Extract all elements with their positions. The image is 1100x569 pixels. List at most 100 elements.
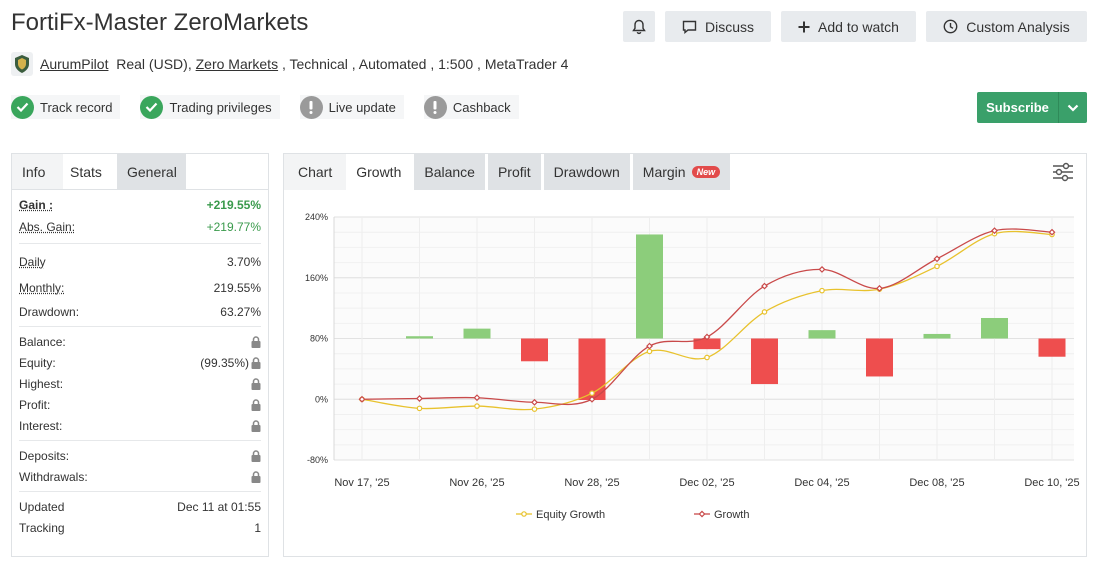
system-meta: AurumPilot Real (USD), Zero Markets , Te… xyxy=(11,52,568,76)
author-link[interactable]: AurumPilot xyxy=(40,56,109,72)
data-point xyxy=(473,394,481,402)
stat-row-abs-gain: Abs. Gain: +219.77% xyxy=(19,215,261,239)
tab-general[interactable]: General xyxy=(117,154,186,189)
bar xyxy=(808,330,836,339)
chevron-down-icon[interactable] xyxy=(1059,92,1087,123)
bar xyxy=(1038,338,1066,357)
live-update-badge: Live update xyxy=(299,95,404,119)
stat-row-tracking: Tracking 1 xyxy=(19,517,261,538)
stat-label[interactable]: Abs. Gain: xyxy=(19,220,76,234)
stat-value: (99.35%) xyxy=(200,355,249,370)
x-tick-label: Dec 08, '25 xyxy=(909,477,964,489)
discuss-label: Discuss xyxy=(704,18,754,35)
stat-row-drawdown: Drawdown: 63.27% xyxy=(19,301,261,322)
x-tick-label: Dec 02, '25 xyxy=(679,477,734,489)
y-tick-label: 240% xyxy=(305,212,328,222)
exclamation-icon xyxy=(299,95,323,119)
bar xyxy=(636,234,663,339)
stat-label: Drawdown: xyxy=(19,304,80,319)
tab-growth[interactable]: Growth xyxy=(346,154,412,190)
clock-icon xyxy=(943,19,958,34)
data-point xyxy=(933,255,941,263)
stat-label: Interest: xyxy=(19,418,63,433)
tab-chart[interactable]: Chart xyxy=(284,154,347,190)
add-to-watch-button[interactable]: Add to watch xyxy=(781,11,916,42)
data-point xyxy=(703,333,711,341)
data-point xyxy=(704,354,710,361)
lock-icon xyxy=(251,449,261,462)
bar xyxy=(693,338,721,350)
stat-row-updated: Updated Dec 11 at 01:55 xyxy=(19,496,261,517)
data-point xyxy=(416,395,423,402)
bar xyxy=(406,336,433,339)
stat-label[interactable]: Gain : xyxy=(19,197,54,212)
cashback-badge: Cashback xyxy=(423,95,519,119)
account-type: Real (USD), xyxy=(116,56,192,72)
stat-label[interactable]: Monthly: xyxy=(19,281,65,295)
stat-row-balance: Balance: xyxy=(19,331,261,352)
y-tick-label: -80% xyxy=(307,455,328,465)
tab-profit[interactable]: Profit xyxy=(487,154,541,190)
growth-chart: 240% 160% 80% 0% -80% Nov 17, '25 Nov 26, '25 N… xyxy=(305,212,1080,521)
subscribe-label[interactable]: Subscribe xyxy=(977,92,1059,123)
tab-drawdown[interactable]: Drawdown xyxy=(543,154,630,190)
data-point xyxy=(819,287,825,294)
chat-icon xyxy=(682,20,697,34)
legend-marker xyxy=(521,511,527,517)
stat-label: Withdrawals: xyxy=(19,469,88,484)
stat-label: Updated xyxy=(19,499,65,514)
bar xyxy=(923,333,951,339)
stat-label[interactable]: Daily xyxy=(19,254,46,269)
discuss-button[interactable]: Discuss xyxy=(665,11,771,42)
new-badge: New xyxy=(691,166,721,178)
x-tick-label: Nov 26, '25 xyxy=(449,477,504,489)
data-point xyxy=(876,284,883,292)
tab-balance[interactable]: Balance xyxy=(414,154,485,190)
data-point xyxy=(646,348,653,355)
add-to-watch-label: Add to watch xyxy=(818,18,899,35)
bar xyxy=(866,338,893,377)
tab-stats[interactable]: Stats xyxy=(63,154,117,189)
page-title: FortiFx-Master ZeroMarkets xyxy=(11,9,309,36)
custom-analysis-button[interactable]: Custom Analysis xyxy=(926,11,1087,42)
tab-info[interactable]: Info xyxy=(12,154,63,189)
tab-margin-label: Margin xyxy=(642,164,686,180)
subscribe-button[interactable]: Subscribe xyxy=(977,92,1087,123)
stat-value: 1 xyxy=(254,520,261,535)
data-point xyxy=(818,265,826,273)
stat-row-gain: Gain : +219.55% xyxy=(19,194,261,215)
stat-row-interest: Interest: xyxy=(19,415,261,436)
y-tick-label: 80% xyxy=(310,334,328,344)
x-tick-label: Dec 04, '25 xyxy=(794,477,849,489)
system-details: , Technical , Automated , 1:500 , MetaTr… xyxy=(278,56,569,72)
stat-label: Profit: xyxy=(19,397,51,412)
stat-label: Highest: xyxy=(19,376,64,391)
stat-label: Balance: xyxy=(19,334,66,349)
stat-label: Deposits: xyxy=(19,448,70,463)
data-point xyxy=(588,395,596,403)
broker-link[interactable]: Zero Markets xyxy=(195,56,279,72)
badge-label: Cashback xyxy=(452,99,511,115)
stat-row-withdrawals: Withdrawals: xyxy=(19,466,261,487)
data-point xyxy=(761,309,768,315)
left-tabs: Info Stats General xyxy=(12,154,268,190)
stat-row-deposits: Deposits: xyxy=(19,445,261,466)
badge-label: Trading privileges xyxy=(169,99,272,115)
lock-icon xyxy=(251,356,261,369)
avatar[interactable] xyxy=(11,52,33,76)
stat-label: Tracking xyxy=(19,520,65,535)
tab-margin[interactable]: Margin New xyxy=(632,154,731,190)
notifications-button[interactable] xyxy=(623,11,655,42)
track-record-badge: Track record xyxy=(11,95,121,119)
bar xyxy=(521,338,548,362)
data-point xyxy=(589,390,595,396)
lock-icon xyxy=(251,470,261,483)
x-tick-label: Nov 28, '25 xyxy=(564,477,619,489)
stat-row-highest: Highest: xyxy=(19,373,261,394)
bar xyxy=(463,328,491,339)
data-point xyxy=(358,395,366,403)
chart-settings-icon[interactable] xyxy=(1052,162,1074,182)
check-icon xyxy=(11,95,34,119)
stat-label: Equity: xyxy=(19,355,56,370)
data-point xyxy=(934,263,940,270)
